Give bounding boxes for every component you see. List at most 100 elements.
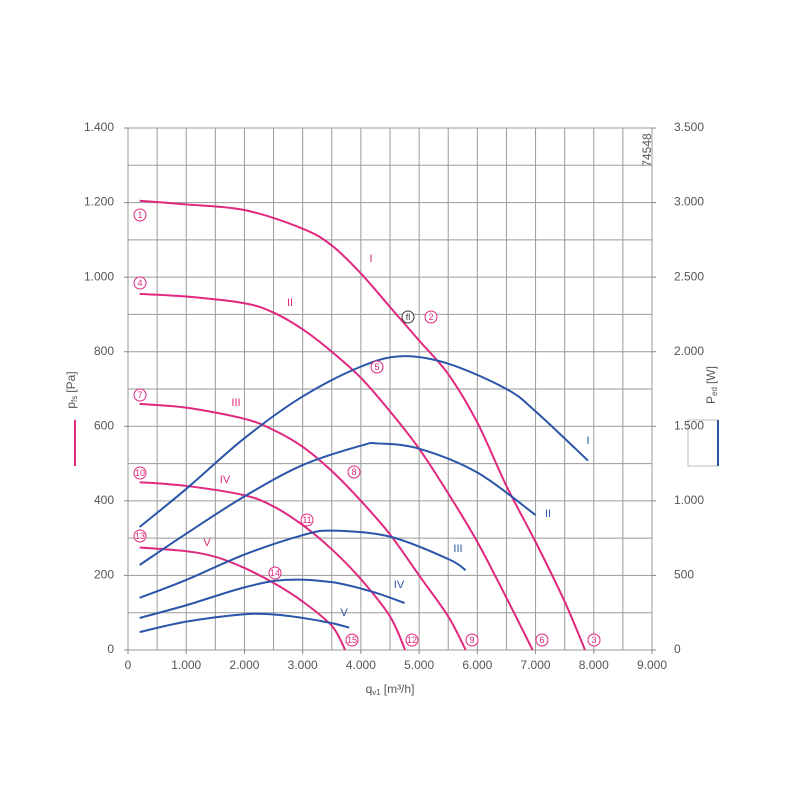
point-label-text: 8 bbox=[351, 467, 356, 477]
point-label-circle bbox=[424, 310, 438, 324]
point-label-circle bbox=[133, 276, 147, 290]
series-line bbox=[139, 529, 467, 599]
point-label-text: 2 bbox=[428, 312, 433, 322]
point-label-text: 15 bbox=[347, 635, 357, 645]
y2-label-sub: ed bbox=[710, 387, 719, 396]
point-label-text: fl bbox=[406, 312, 411, 322]
point-label: 10 bbox=[133, 466, 147, 480]
y2-tick-label: 3.000 bbox=[674, 195, 704, 209]
point-label: 11 bbox=[300, 513, 314, 527]
series-line bbox=[139, 612, 350, 634]
point-label: fl bbox=[401, 310, 415, 324]
point-label: 15 bbox=[345, 633, 359, 647]
point-label-text: 10 bbox=[135, 468, 145, 478]
point-label: 4 bbox=[133, 276, 147, 290]
point-label: 7 bbox=[133, 388, 147, 402]
y-tick-label: 400 bbox=[94, 493, 114, 507]
point-label: 8 bbox=[347, 465, 361, 479]
series-name: II bbox=[545, 508, 551, 520]
series-line bbox=[139, 199, 586, 651]
x-tick-label: 8.000 bbox=[579, 658, 609, 672]
point-label-circle bbox=[133, 388, 147, 402]
x-label-main: q bbox=[366, 682, 373, 696]
y-label-unit: [Pa] bbox=[64, 371, 78, 392]
y2-tick-label: 3.500 bbox=[674, 120, 704, 134]
y-label-main: p bbox=[64, 402, 78, 409]
x-tick-label: 2.000 bbox=[229, 658, 259, 672]
y2-axis-label: Ped [W] bbox=[704, 366, 719, 404]
point-label-text: 7 bbox=[137, 390, 142, 400]
x-tick-label: 5.000 bbox=[404, 658, 434, 672]
series-name: V bbox=[340, 607, 348, 619]
y2-tick-label: 1.000 bbox=[674, 493, 704, 507]
point-label-circle bbox=[405, 633, 419, 647]
point-label-circle bbox=[133, 208, 147, 222]
point-label: 14 bbox=[268, 566, 282, 580]
series-name: III bbox=[231, 397, 240, 409]
point-label-text: 6 bbox=[539, 635, 544, 645]
series-name: IV bbox=[394, 579, 405, 591]
x-tick-label: 3.000 bbox=[288, 658, 318, 672]
series-name: I bbox=[586, 435, 589, 447]
y-tick-label: 1.000 bbox=[84, 269, 114, 283]
point-label-circle bbox=[133, 466, 147, 480]
point-label-text: 11 bbox=[302, 515, 311, 525]
y-tick-label: 800 bbox=[94, 344, 114, 358]
y2-tick-label: 1.500 bbox=[674, 418, 704, 432]
series-line bbox=[139, 441, 537, 566]
series-name: IV bbox=[220, 474, 231, 486]
series-name: I bbox=[369, 253, 372, 265]
series-name: V bbox=[203, 537, 211, 549]
x-label-sub: v1 bbox=[372, 688, 381, 697]
y-tick-label: 0 bbox=[107, 642, 114, 656]
y-tick-label: 600 bbox=[94, 418, 114, 432]
point-label-text: 13 bbox=[135, 531, 145, 541]
point-label-circle bbox=[535, 633, 549, 647]
x-tick-label: 1.000 bbox=[171, 658, 201, 672]
y-tick-label: 1.400 bbox=[84, 120, 114, 134]
series-name: II bbox=[287, 297, 293, 309]
series-name: III bbox=[453, 543, 462, 555]
point-label-circle bbox=[587, 633, 601, 647]
point-label-text: 9 bbox=[469, 635, 474, 645]
x-tick-label: 9.000 bbox=[637, 658, 667, 672]
point-label: 1 bbox=[133, 208, 147, 222]
point-label-circle bbox=[345, 633, 359, 647]
y-axis-label: pfs [Pa] bbox=[64, 371, 79, 408]
point-label: 3 bbox=[587, 633, 601, 647]
point-label-circle bbox=[133, 529, 147, 543]
point-label-circle bbox=[465, 633, 479, 647]
x-tick-label: 4.000 bbox=[346, 658, 376, 672]
series-line bbox=[139, 578, 405, 619]
point-label: 12 bbox=[405, 633, 419, 647]
x-label-unit: [m³/h] bbox=[384, 682, 415, 696]
chart-id: 74548 bbox=[640, 133, 654, 167]
x-tick-label: 0 bbox=[125, 658, 132, 672]
point-label: 5 bbox=[370, 360, 384, 374]
point-label: 13 bbox=[133, 529, 147, 543]
y2-tick-label: 0 bbox=[674, 642, 681, 656]
series-line bbox=[139, 402, 467, 651]
point-label-text: 4 bbox=[137, 278, 142, 288]
point-label: 9 bbox=[465, 633, 479, 647]
y-label-sub: fs bbox=[70, 396, 79, 402]
point-label: 2 bbox=[424, 310, 438, 324]
point-label-circle bbox=[268, 566, 282, 580]
point-label-circle bbox=[347, 465, 361, 479]
series-line bbox=[139, 292, 534, 651]
point-label-circle bbox=[401, 310, 415, 324]
point-label: 6 bbox=[535, 633, 549, 647]
x-tick-label: 6.000 bbox=[462, 658, 492, 672]
x-tick-label: 7.000 bbox=[521, 658, 551, 672]
point-label-text: 3 bbox=[591, 635, 596, 645]
point-label-text: 12 bbox=[407, 635, 417, 645]
series-line bbox=[139, 481, 407, 651]
point-label-text: 14 bbox=[270, 568, 280, 578]
x-axis-label: qv1 [m³/h] bbox=[366, 682, 415, 697]
y2-label-unit: [W] bbox=[704, 366, 718, 384]
y2-tick-label: 500 bbox=[674, 568, 694, 582]
series-line bbox=[139, 546, 347, 651]
y2-tick-label: 2.500 bbox=[674, 269, 704, 283]
y2-label-main: P bbox=[704, 396, 718, 404]
